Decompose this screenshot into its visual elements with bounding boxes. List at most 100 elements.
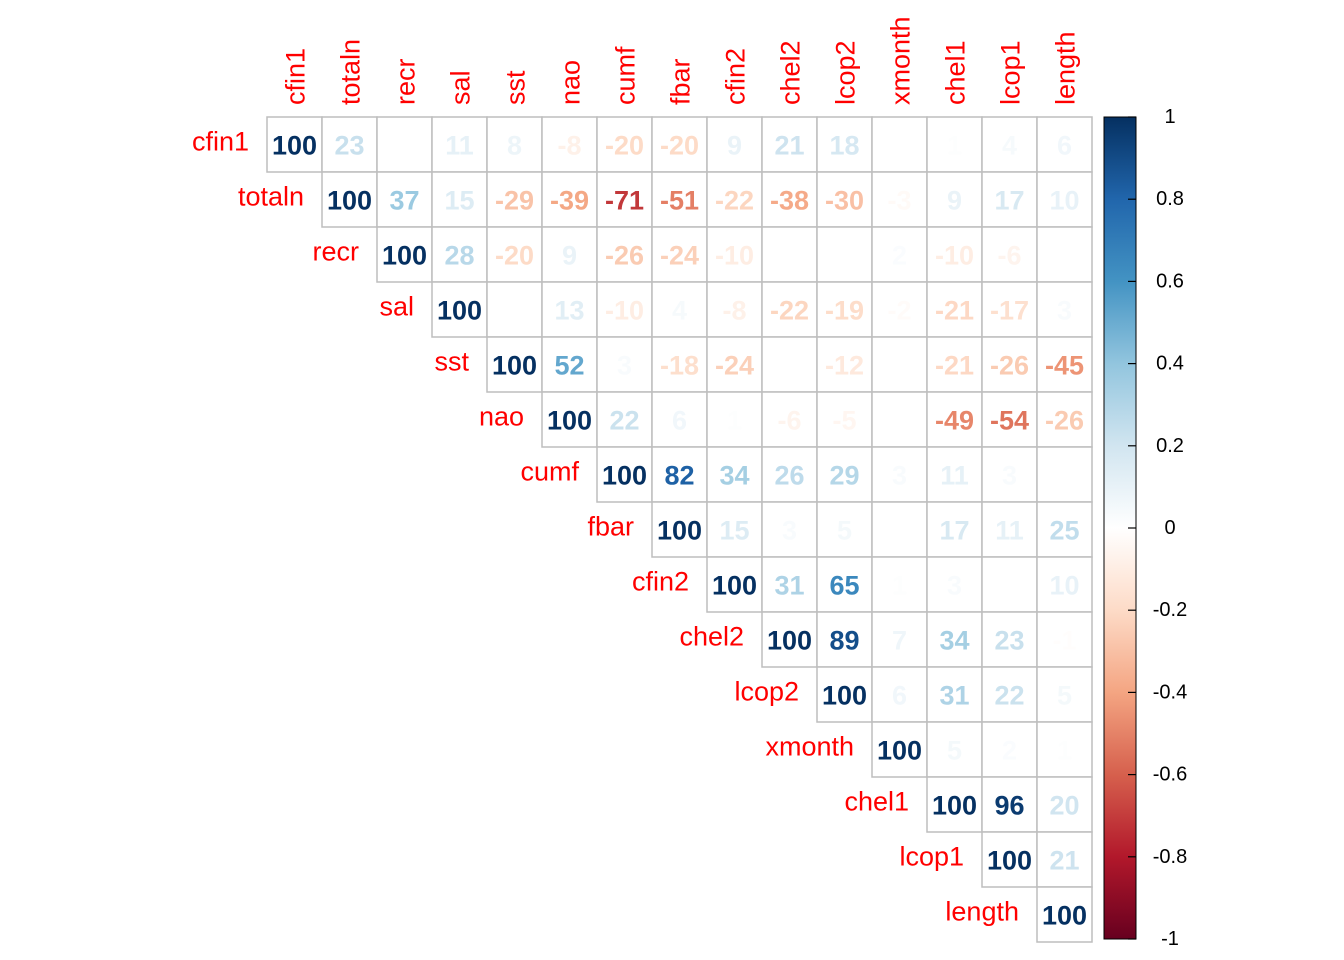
cell-sst-lcop1: [981, 336, 1038, 393]
cell-value: -22: [715, 186, 754, 216]
row-label-lcop2: lcop2: [734, 677, 799, 707]
cell-value: 15: [719, 516, 749, 546]
cell-value: -39: [550, 186, 589, 216]
cell-value: -24: [660, 241, 699, 271]
cell-length-length: [1036, 886, 1093, 943]
cell-value: 11: [940, 461, 969, 491]
row-label-lcop1: lcop1: [899, 842, 964, 872]
cell-value: -49: [935, 406, 974, 436]
cell-value: 0: [892, 131, 907, 161]
cell-value: 100: [822, 681, 867, 711]
cell-nao-length: [1036, 391, 1093, 448]
cell-value: -8: [557, 131, 581, 161]
colorbar-tick-label: 0.2: [1156, 435, 1184, 457]
cell-sal-length: [1036, 281, 1093, 338]
col-label-chel2: chel2: [776, 40, 806, 105]
cell-sal-lcop2: [816, 281, 873, 338]
cell-value: -71: [605, 186, 644, 216]
cell-value: 15: [444, 186, 474, 216]
cell-totaln-recr: [376, 171, 433, 228]
col-label-sst: sst: [501, 70, 531, 105]
cell-value: 21: [1049, 846, 1079, 876]
cell-cumf-fbar: [651, 446, 708, 503]
cell-totaln-fbar: [651, 171, 708, 228]
cell-cfin1-nao: [541, 116, 598, 173]
cell-cfin2-lcop2: [816, 556, 873, 613]
col-label-xmonth: xmonth: [886, 16, 916, 105]
cell-value: 100: [877, 736, 922, 766]
cell-value: -6: [777, 406, 801, 436]
cell-cfin2-chel1: [926, 556, 983, 613]
cell-value: 100: [987, 846, 1032, 876]
colorbar-ticks: 1 0.8 0.6 0.4 0.2 0 -0.2 -0.4 -0.6 -0.8 -1: [1128, 106, 1187, 950]
cell-value: 0: [782, 241, 797, 271]
cell-value: 3: [892, 461, 907, 491]
cell-value: 0: [892, 406, 907, 436]
cell-value: -54: [990, 406, 1029, 436]
row-label-fbar: fbar: [587, 512, 634, 542]
cell-value: 6: [892, 681, 907, 711]
row-label-sst: sst: [434, 347, 469, 377]
cell-value: 0: [1057, 461, 1072, 491]
col-label-recr: recr: [391, 58, 421, 105]
row-label-cfin2: cfin2: [632, 567, 689, 597]
cell-cfin2-length: [1036, 556, 1093, 613]
cell-value: 0: [397, 131, 412, 161]
cell-recr-sal: [431, 226, 488, 283]
cell-xmonth-length: [1036, 721, 1093, 778]
cell-totaln-chel1: [926, 171, 983, 228]
cell-fbar-lcop1: [981, 501, 1038, 558]
cell-sst-sst: [486, 336, 543, 393]
cell-value: 34: [939, 626, 969, 656]
colorbar-tick-label: -0.8: [1153, 846, 1187, 868]
col-label-cfin1: cfin1: [281, 48, 311, 105]
cell-cfin1-cfin1: [266, 116, 323, 173]
cell-value: 34: [719, 461, 749, 491]
cell-nao-chel2: [761, 391, 818, 448]
cell-value: 52: [554, 351, 584, 381]
cell-nao-lcop1: [981, 391, 1038, 448]
cell-cfin1-totaln: [321, 116, 378, 173]
cell-value: 100: [712, 571, 757, 601]
cell-cfin1-fbar: [651, 116, 708, 173]
row-label-cumf: cumf: [520, 457, 579, 487]
row-label-chel1: chel1: [844, 787, 909, 817]
colorbar-tick-label: -0.6: [1153, 764, 1187, 786]
cell-chel2-chel1: [926, 611, 983, 668]
cell-value: 0: [837, 241, 852, 271]
cell-cumf-length: [1036, 446, 1093, 503]
cell-value: 5: [947, 736, 962, 766]
column-labels: cfin1 totaln recr sal sst nao cumf fbar cfin2 che…: [281, 16, 1081, 105]
cell-value: 6: [672, 406, 687, 436]
cell-totaln-length: [1036, 171, 1093, 228]
cell-sst-cfin2: [706, 336, 763, 393]
cell-value: 0: [1057, 241, 1072, 271]
cell-value: 20: [1049, 791, 1079, 821]
cell-value: 1: [947, 131, 962, 161]
cell-value: 3: [947, 571, 962, 601]
cell-value: 3: [617, 351, 632, 381]
cell-recr-cfin2: [706, 226, 763, 283]
colorbar-tick-label: 0.8: [1156, 188, 1184, 210]
cell-value: -6: [997, 241, 1021, 271]
cell-value: 9: [727, 131, 742, 161]
cell-totaln-nao: [541, 171, 598, 228]
cell-chel1-lcop1: [981, 776, 1038, 833]
row-label-sal: sal: [379, 292, 414, 322]
col-label-cumf: cumf: [611, 46, 641, 105]
cell-value: 96: [994, 791, 1024, 821]
cell-value: 11: [445, 131, 474, 161]
cell-value: 4: [1002, 131, 1017, 161]
cell-value: 3: [1002, 461, 1017, 491]
cell-nao-chel1: [926, 391, 983, 448]
cell-totaln-cumf: [596, 171, 653, 228]
cell-cumf-xmonth: [871, 446, 928, 503]
cell-cumf-cfin2: [706, 446, 763, 503]
cell-value: 22: [609, 406, 639, 436]
cell-xmonth-xmonth: [871, 721, 928, 778]
cell-value: 82: [664, 461, 694, 491]
row-label-length: length: [945, 897, 1019, 927]
cell-value: 0: [507, 296, 522, 326]
cell-value: -2: [887, 296, 911, 326]
